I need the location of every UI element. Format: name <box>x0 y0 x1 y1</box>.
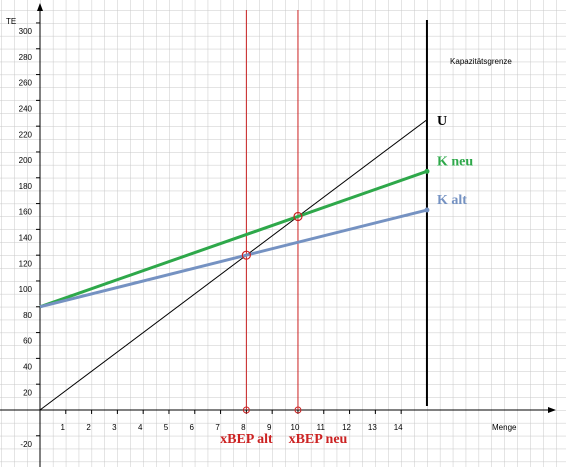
bep-label: xBEP neu <box>289 432 348 447</box>
x-tick-label: 5 <box>164 423 169 432</box>
series-line <box>39 208 428 309</box>
capacity-label: Kapazitätsgrenze <box>450 57 512 66</box>
bep-axis-point <box>294 406 302 414</box>
y-tick-label: -20 <box>20 440 32 449</box>
y-tick-label: 280 <box>19 53 33 62</box>
x-tick-label: 7 <box>215 423 220 432</box>
y-tick-label: 140 <box>19 233 33 242</box>
y-tick-label: 260 <box>19 79 33 88</box>
y-tick-label: 100 <box>19 285 33 294</box>
legend-label: K alt <box>437 193 467 208</box>
bep-label: xBEP alt <box>220 432 273 447</box>
x-tick-label: 13 <box>368 423 377 432</box>
bep-axis-point <box>242 406 250 414</box>
legend-label: U <box>437 114 447 129</box>
y-tick-label: 120 <box>19 259 33 268</box>
x-tick-label: 12 <box>342 423 351 432</box>
y-tick-label: 40 <box>23 362 32 371</box>
x-tick-label: 4 <box>138 423 143 432</box>
x-tick-label: 6 <box>190 423 195 432</box>
x-tick-label: 9 <box>267 423 272 432</box>
x-tick-label: 10 <box>291 423 300 432</box>
legend-label: K neu <box>437 155 473 170</box>
series-end <box>424 207 430 213</box>
y-tick-label: 240 <box>19 104 33 113</box>
series-end <box>424 168 430 174</box>
y-tick-label: 200 <box>19 156 33 165</box>
x-tick-label: 8 <box>241 423 246 432</box>
bep-point <box>241 250 251 260</box>
x-tick-label: 1 <box>61 423 66 432</box>
x-tick-label: 3 <box>112 423 117 432</box>
series-line <box>39 169 428 309</box>
y-tick-label: 20 <box>23 388 32 397</box>
x-axis-label: Menge <box>492 423 517 432</box>
y-tick-label: 160 <box>19 208 33 217</box>
x-tick-label: 11 <box>317 423 326 432</box>
series-line <box>39 119 428 411</box>
y-tick-label: 80 <box>23 311 32 320</box>
bep-point <box>293 211 303 222</box>
y-tick-label: 300 <box>19 27 33 36</box>
y-axis-label: TE <box>6 17 16 26</box>
y-tick-label: 220 <box>19 130 33 139</box>
y-tick-label: 180 <box>19 182 33 191</box>
x-tick-label: 14 <box>394 423 403 432</box>
x-tick-label: 2 <box>86 423 91 432</box>
y-tick-label: 60 <box>23 337 32 346</box>
